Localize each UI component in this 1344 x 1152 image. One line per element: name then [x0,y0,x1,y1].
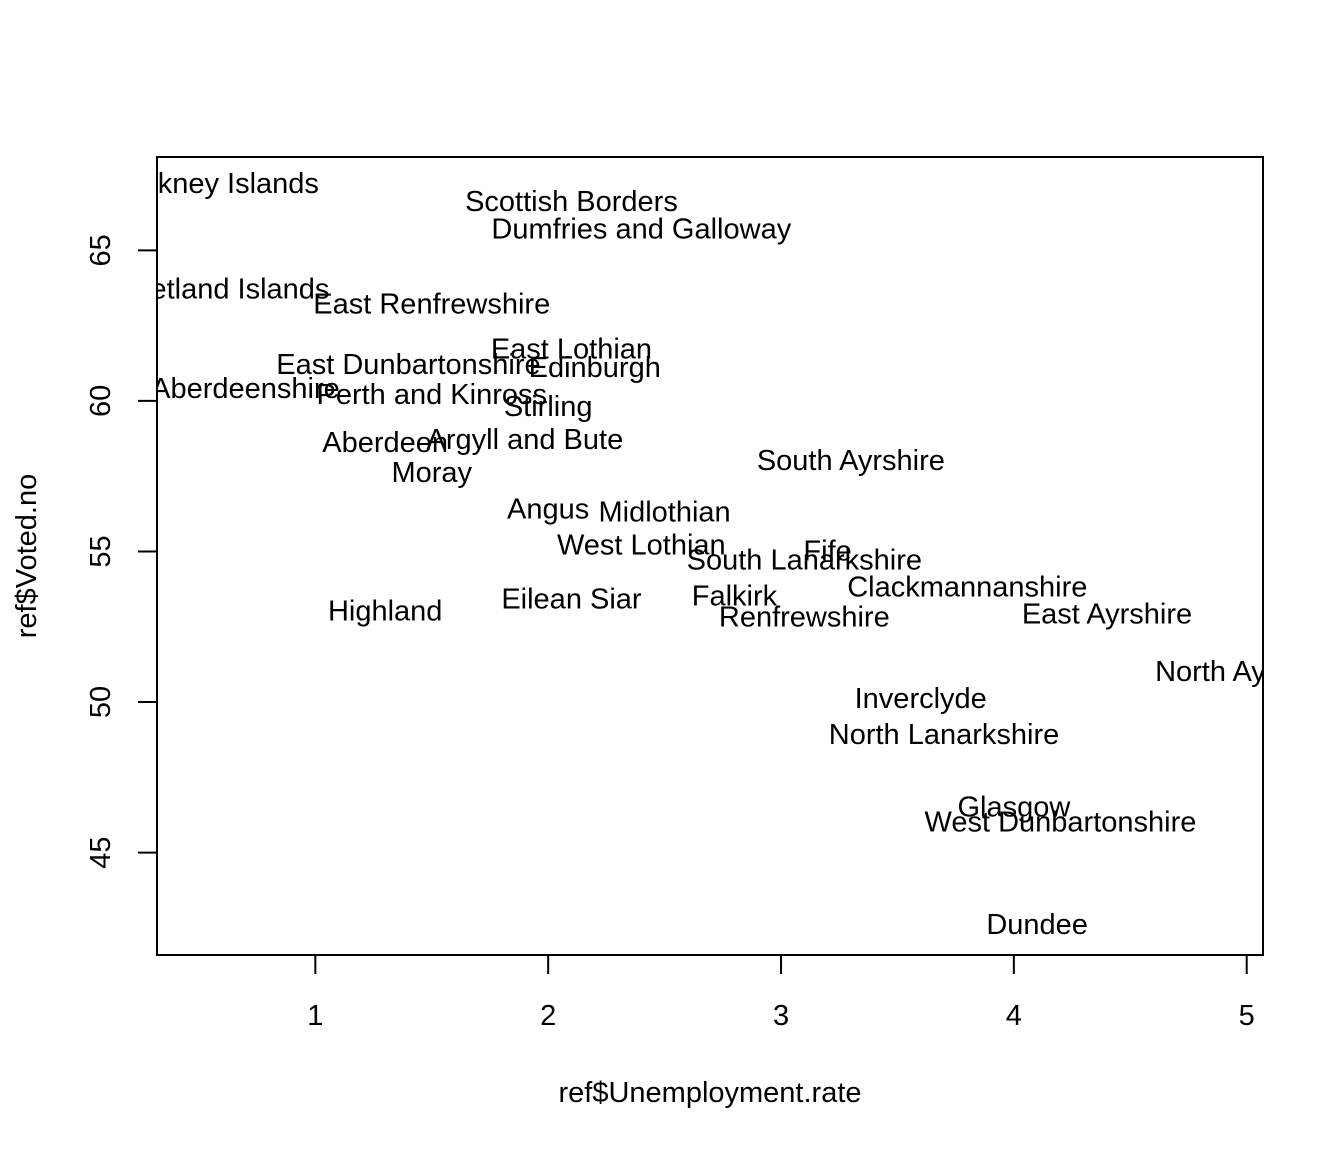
point-label: Scottish Borders [465,186,678,218]
point-label: Glasgow [957,791,1071,823]
point-label: Stirling [504,391,593,423]
y-tick-label: 55 [85,535,117,567]
point-label: Edinburgh [529,352,661,384]
y-tick-label: 45 [85,836,117,868]
point-label: Highland [328,596,442,628]
point-label: East Dunbartonshire [276,349,540,381]
point-label: Falkirk [692,581,778,613]
point-label: North Ayrshire [1155,656,1338,688]
point-label: Shetland Islands [115,273,329,305]
x-tick-label: 1 [307,1000,323,1032]
point-label: South Ayrshire [757,445,945,477]
y-tick-label: 65 [85,234,117,266]
point-label: Angus [507,493,589,525]
point-label: East Lothian [491,334,652,366]
point-label: Perth and Kinross [316,379,547,411]
point-label: Midlothian [599,496,731,528]
x-tick-label: 4 [1006,1000,1022,1032]
point-label: Clackmannanshire [847,572,1087,604]
y-axis: 45 50 55 60 65 [85,234,158,869]
y-axis-label: ref$Voted.no [11,474,43,638]
point-label: South Lanarkshire [687,545,922,577]
point-label: Moray [391,457,472,489]
point-label: Fife [803,535,851,567]
x-axis: 1 2 3 4 5 [307,954,1255,1032]
point-label: West Dunbartonshire [924,807,1196,839]
point-label: Dumfries and Galloway [491,213,791,245]
point-label: Aberdeenshire [151,373,340,405]
point-label: North Lanarkshire [829,719,1060,751]
y-tick-label: 50 [85,686,117,718]
point-label: East Renfrewshire [313,289,550,321]
x-axis-label: ref$Unemployment.rate [558,1077,861,1109]
point-label: Dundee [986,909,1088,941]
y-tick-label: 60 [85,385,117,417]
point-label: Eilean Siar [501,584,642,616]
point-label: Argyll and Bute [427,424,624,456]
x-tick-label: 3 [773,1000,789,1032]
point-label: Inverclyde [855,683,987,715]
point-label: Renfrewshire [719,602,890,634]
point-label: Orkney Islands [125,168,318,200]
point-label: East Ayrshire [1022,599,1192,631]
point-label: West Lothian [557,529,726,561]
point-label: Aberdeen [322,427,448,459]
x-tick-label: 5 [1239,1000,1255,1032]
x-tick-label: 2 [540,1000,556,1032]
